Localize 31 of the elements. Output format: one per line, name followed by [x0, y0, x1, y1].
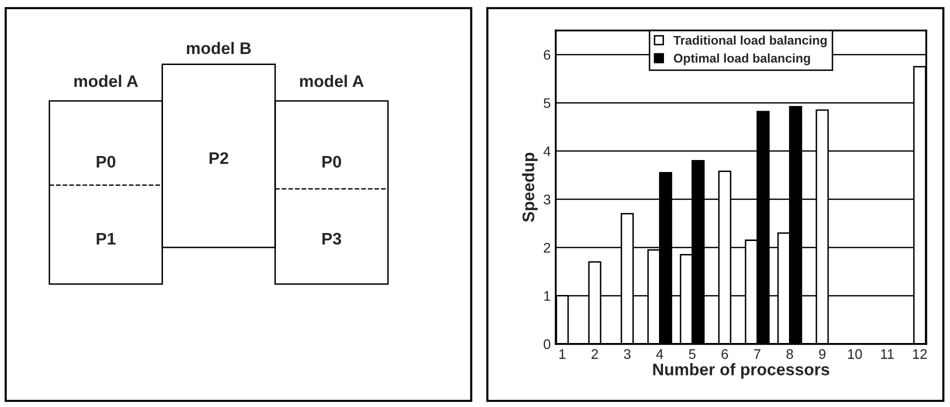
x-tick-label: 8 — [786, 349, 794, 359]
y-tick-label: 4 — [543, 146, 550, 156]
text: P0 — [322, 156, 342, 168]
x-tick-label: 5 — [688, 349, 696, 359]
y-axis-title: Speedup — [522, 152, 538, 222]
y-tick-label: 6 — [544, 50, 550, 60]
x-tick-label: 10 — [848, 349, 862, 359]
text: P2 — [210, 152, 228, 164]
text: P0 — [96, 156, 116, 168]
y-tick-label: 3 — [544, 194, 550, 204]
x-tick-label: 3 — [624, 349, 630, 359]
x-axis-title: Number of processors — [653, 363, 830, 379]
x-tick-label: 9 — [819, 349, 826, 359]
text: P1 — [96, 232, 116, 244]
legend-label: Traditional load balancing — [673, 36, 827, 48]
text: model A — [74, 74, 138, 88]
text: model B — [186, 42, 251, 54]
x-tick-label: 1 — [559, 349, 566, 359]
text: model A — [300, 74, 364, 88]
text: P3 — [322, 232, 342, 245]
x-tick-label: 2 — [592, 349, 598, 359]
y-tick-label: 2 — [544, 242, 550, 253]
x-tick-label: 11 — [881, 349, 894, 359]
y-tick-label: 1 — [544, 291, 550, 301]
x-tick-label: 6 — [722, 349, 728, 359]
x-tick-label: 4 — [656, 349, 664, 359]
y-tick-label: 5 — [544, 98, 550, 108]
legend-label: Optimal load balancing — [674, 53, 810, 66]
y-tick-label: 0 — [544, 339, 550, 350]
x-tick-label: 12 — [913, 349, 927, 359]
x-tick-label: 7 — [754, 349, 760, 359]
